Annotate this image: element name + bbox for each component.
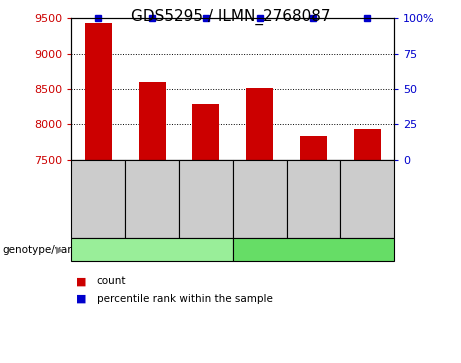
Text: wild type: wild type xyxy=(127,245,177,254)
Bar xyxy=(246,88,273,160)
Text: ■: ■ xyxy=(76,276,87,286)
Bar xyxy=(354,129,381,160)
Text: genotype/variation: genotype/variation xyxy=(2,245,101,254)
Text: GDS5295 / ILMN_2768087: GDS5295 / ILMN_2768087 xyxy=(131,9,330,25)
Bar xyxy=(139,82,165,160)
Bar xyxy=(193,104,219,160)
Text: GSM1364049: GSM1364049 xyxy=(309,168,318,229)
Text: KLHL40 null: KLHL40 null xyxy=(280,245,347,254)
Text: ■: ■ xyxy=(76,294,87,304)
Text: ▶: ▶ xyxy=(56,245,64,254)
Text: count: count xyxy=(97,276,126,286)
Text: percentile rank within the sample: percentile rank within the sample xyxy=(97,294,273,304)
Bar xyxy=(300,136,327,160)
Text: GSM1364047: GSM1364047 xyxy=(201,168,210,229)
Text: GSM1364045: GSM1364045 xyxy=(94,168,103,229)
Text: GSM1364048: GSM1364048 xyxy=(255,168,264,229)
Bar xyxy=(85,23,112,160)
Text: GSM1364046: GSM1364046 xyxy=(148,168,157,229)
Text: GSM1364050: GSM1364050 xyxy=(363,168,372,229)
